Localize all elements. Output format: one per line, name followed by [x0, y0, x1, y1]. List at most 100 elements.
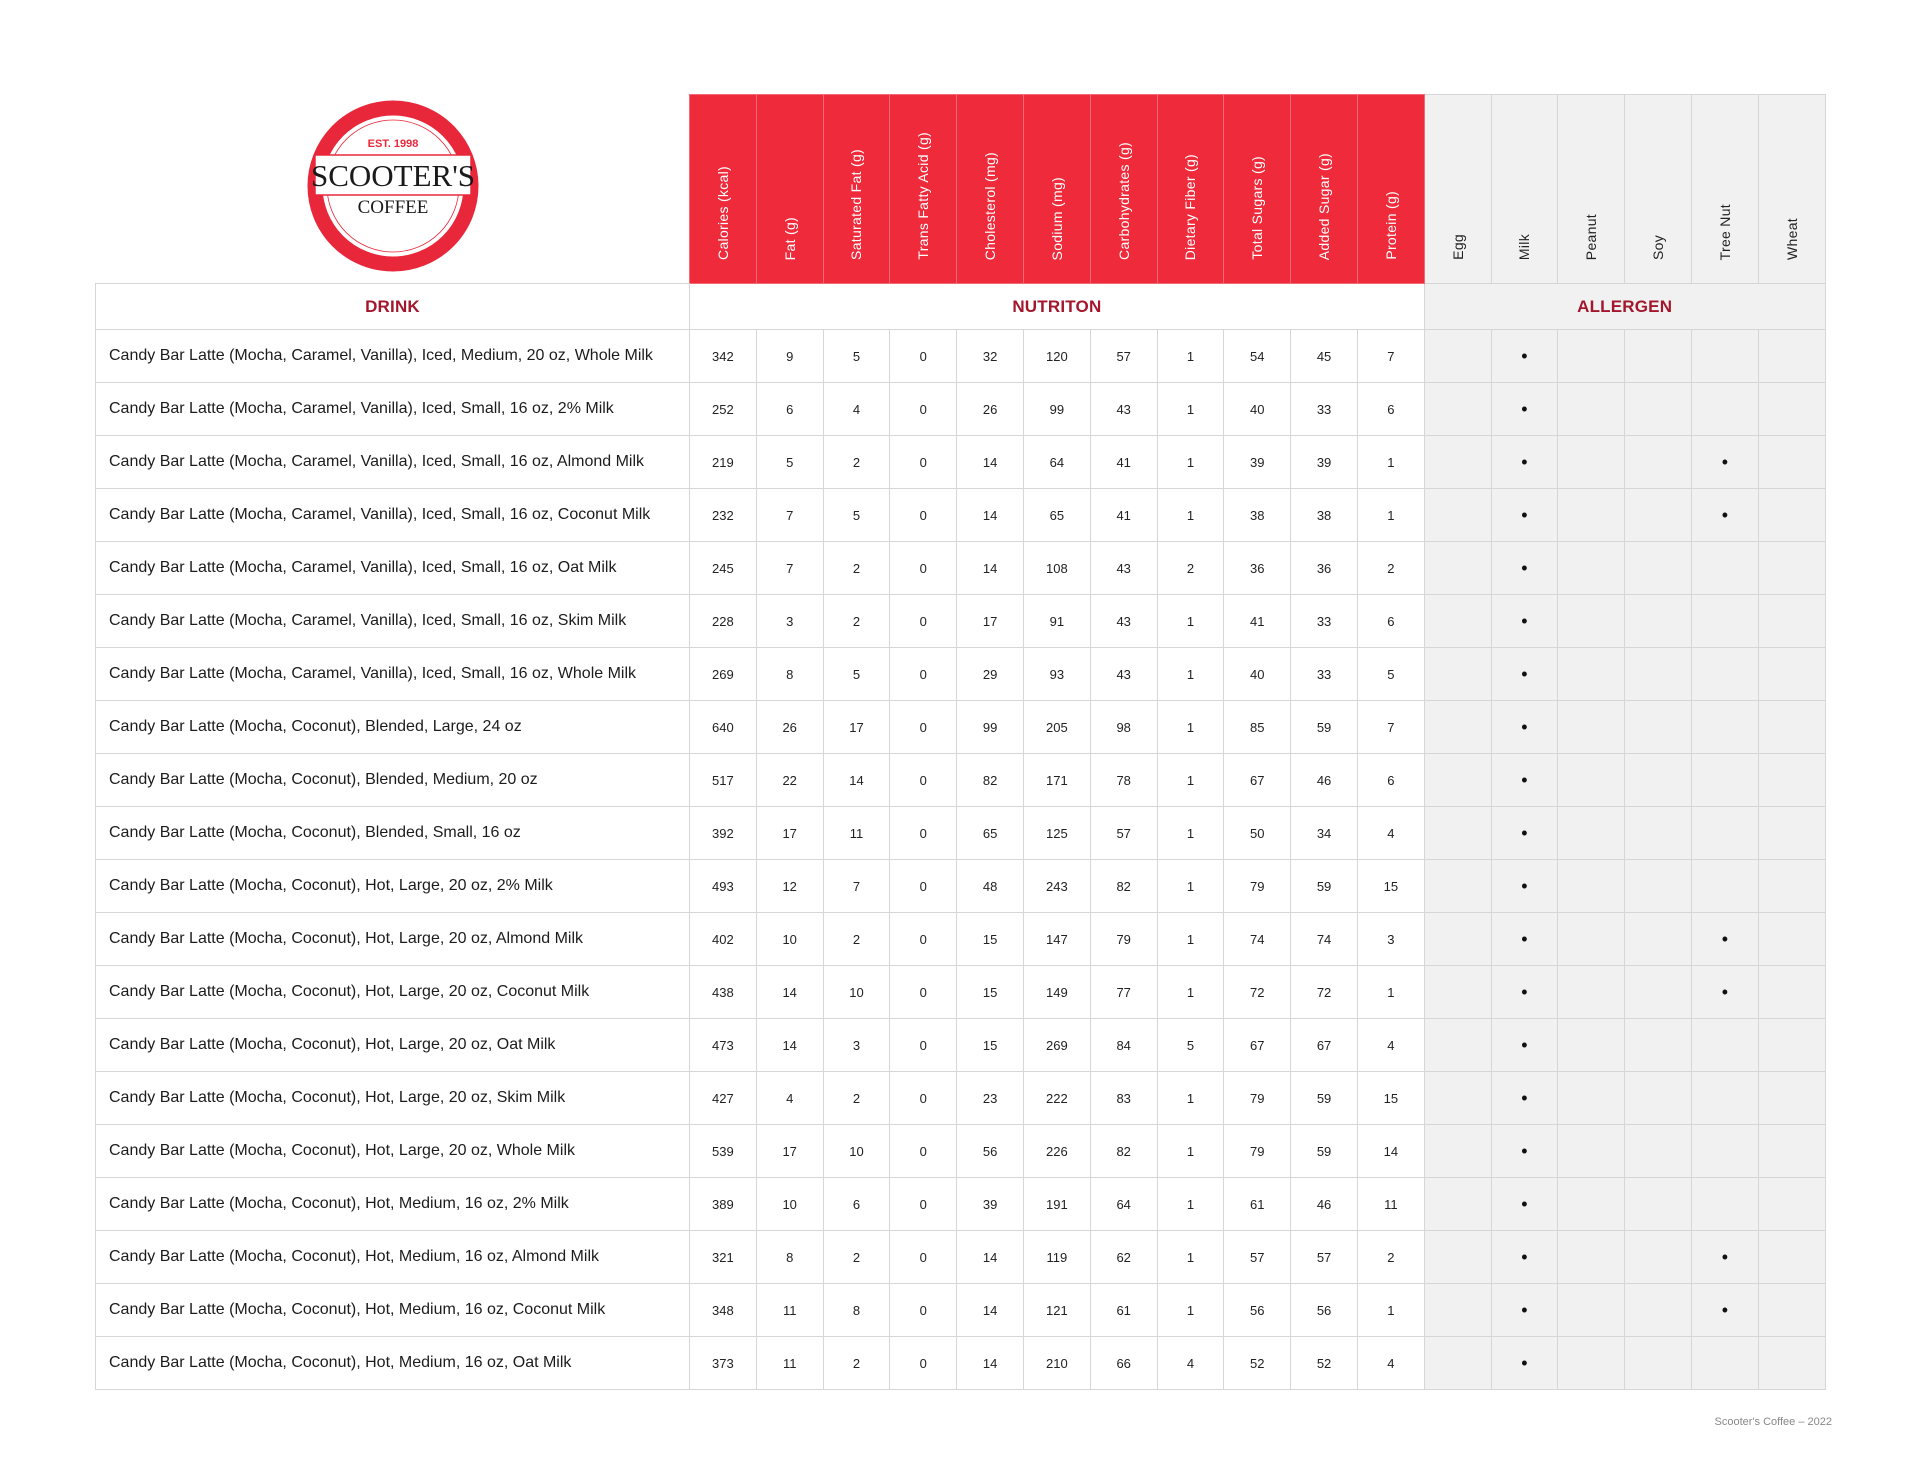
nutrition-value: 67	[1223, 1018, 1292, 1072]
allergen-dot-icon: •	[1521, 451, 1528, 472]
allergen-cell	[1423, 1230, 1492, 1284]
allergen-cell	[1757, 329, 1826, 383]
drink-name: Candy Bar Latte (Mocha, Coconut), Hot, M…	[95, 1336, 690, 1390]
allergen-cell	[1423, 965, 1492, 1019]
nutrition-value: 228	[689, 594, 757, 648]
nutrition-value: 17	[755, 1124, 824, 1178]
nutrition-value: 48	[956, 859, 1024, 913]
nutrition-header: Fat (g)	[755, 94, 824, 284]
nutrition-value: 1	[1356, 488, 1425, 542]
section-nutrition: NUTRITON	[689, 283, 1425, 330]
nutrition-value: 14	[956, 541, 1024, 595]
nutrition-value: 15	[1356, 1071, 1425, 1125]
drink-name: Candy Bar Latte (Mocha, Coconut), Blende…	[95, 753, 690, 807]
allergen-cell	[1757, 965, 1826, 1019]
nutrition-value: 34	[1290, 806, 1358, 860]
nutrition-value: 43	[1089, 541, 1158, 595]
nutrition-value: 1	[1156, 1283, 1225, 1337]
nutrition-value: 0	[889, 647, 958, 701]
nutrition-header: Added Sugar (g)	[1290, 94, 1358, 284]
nutrition-value: 402	[689, 912, 757, 966]
nutrition-value: 40	[1223, 382, 1292, 436]
allergen-cell	[1557, 859, 1626, 913]
allergen-header: Soy	[1624, 94, 1692, 284]
nutrition-value: 0	[889, 594, 958, 648]
allergen-cell: •	[1490, 806, 1559, 860]
allergen-dot-icon: •	[1521, 981, 1528, 1002]
nutrition-header: Protein (g)	[1356, 94, 1425, 284]
nutrition-value: 2	[822, 1071, 891, 1125]
nutrition-value: 39	[956, 1177, 1024, 1231]
allergen-dot-icon: •	[1521, 345, 1528, 366]
allergen-cell: •	[1490, 753, 1559, 807]
nutrition-header: Carbohydrates (g)	[1089, 94, 1158, 284]
nutrition-value: 4	[1356, 1336, 1425, 1390]
allergen-header: Milk	[1490, 94, 1559, 284]
nutrition-value: 99	[956, 700, 1024, 754]
allergen-header-label: Egg	[1449, 234, 1466, 260]
allergen-header-label: Peanut	[1583, 213, 1600, 260]
nutrition-value: 473	[689, 1018, 757, 1072]
nutrition-value: 4	[822, 382, 891, 436]
allergen-header: Tree Nut	[1690, 94, 1759, 284]
nutrition-value: 4	[1356, 1018, 1425, 1072]
nutrition-value: 2	[822, 541, 891, 595]
allergen-cell	[1624, 435, 1692, 489]
drink-name: Candy Bar Latte (Mocha, Coconut), Hot, L…	[95, 859, 690, 913]
allergen-cell	[1423, 1283, 1492, 1337]
nutrition-value: 36	[1290, 541, 1358, 595]
drink-name: Candy Bar Latte (Mocha, Caramel, Vanilla…	[95, 647, 690, 701]
allergen-cell: •	[1690, 435, 1759, 489]
allergen-cell	[1624, 647, 1692, 701]
nutrition-value: 1	[1156, 912, 1225, 966]
drink-name: Candy Bar Latte (Mocha, Coconut), Hot, L…	[95, 1124, 690, 1178]
nutrition-value: 15	[956, 912, 1024, 966]
table-row: Candy Bar Latte (Mocha, Coconut), Hot, L…	[95, 965, 1826, 1019]
table-row: Candy Bar Latte (Mocha, Coconut), Hot, M…	[95, 1177, 1826, 1231]
nutrition-value: 1	[1156, 488, 1225, 542]
allergen-dot-icon: •	[1721, 928, 1728, 949]
nutrition-value: 17	[755, 806, 824, 860]
drink-name: Candy Bar Latte (Mocha, Coconut), Hot, M…	[95, 1177, 690, 1231]
section-label-row: DRINK NUTRITON ALLERGEN	[95, 283, 1826, 330]
allergen-dot-icon: •	[1721, 451, 1728, 472]
nutrition-value: 40	[1223, 647, 1292, 701]
drink-name: Candy Bar Latte (Mocha, Coconut), Hot, L…	[95, 1071, 690, 1125]
allergen-dot-icon: •	[1721, 1299, 1728, 1320]
allergen-cell	[1423, 806, 1492, 860]
nutrition-value: 78	[1089, 753, 1158, 807]
allergen-header-label: Milk	[1516, 233, 1533, 260]
nutrition-value: 1	[1156, 753, 1225, 807]
nutrition-value: 56	[1290, 1283, 1358, 1337]
nutrition-header: Dietary Fiber (g)	[1156, 94, 1225, 284]
allergen-cell	[1557, 488, 1626, 542]
nutrition-value: 77	[1089, 965, 1158, 1019]
allergen-cell	[1757, 435, 1826, 489]
nutrition-value: 59	[1290, 1124, 1358, 1178]
nutrition-value: 66	[1089, 1336, 1158, 1390]
nutrition-value: 43	[1089, 594, 1158, 648]
nutrition-header-label: Added Sugar (g)	[1316, 152, 1333, 260]
nutrition-value: 84	[1089, 1018, 1158, 1072]
nutrition-value: 17	[956, 594, 1024, 648]
nutrition-value: 41	[1089, 488, 1158, 542]
nutrition-value: 2	[822, 435, 891, 489]
nutrition-value: 33	[1290, 647, 1358, 701]
nutrition-value: 12	[755, 859, 824, 913]
table-row: Candy Bar Latte (Mocha, Caramel, Vanilla…	[95, 647, 1826, 701]
allergen-cell	[1423, 700, 1492, 754]
nutrition-value: 6	[1356, 753, 1425, 807]
allergen-cell: •	[1490, 1071, 1559, 1125]
nutrition-value: 0	[889, 1018, 958, 1072]
allergen-cell	[1757, 753, 1826, 807]
allergen-cell: •	[1490, 1283, 1559, 1337]
drink-name: Candy Bar Latte (Mocha, Caramel, Vanilla…	[95, 382, 690, 436]
allergen-cell	[1423, 329, 1492, 383]
allergen-cell: •	[1490, 1177, 1559, 1231]
nutrition-header-label: Calories (kcal)	[714, 166, 731, 260]
nutrition-value: 1	[1156, 435, 1225, 489]
allergen-cell	[1690, 1124, 1759, 1178]
nutrition-value: 125	[1022, 806, 1091, 860]
nutrition-value: 1	[1356, 1283, 1425, 1337]
nutrition-value: 1	[1156, 382, 1225, 436]
